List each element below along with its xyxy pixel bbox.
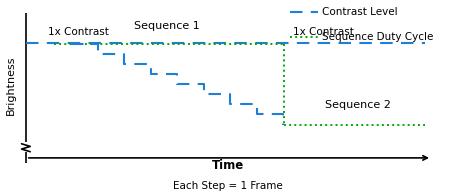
Text: Sequence 1: Sequence 1	[134, 21, 200, 31]
Text: 1x Contrast: 1x Contrast	[293, 27, 354, 36]
Text: Brightness: Brightness	[6, 56, 17, 115]
Text: 1x Contrast: 1x Contrast	[48, 27, 108, 36]
Text: Each Step = 1 Frame: Each Step = 1 Frame	[173, 181, 283, 191]
Text: Time: Time	[212, 159, 244, 172]
Text: Contrast Level: Contrast Level	[323, 7, 398, 17]
Text: Sequence 2: Sequence 2	[325, 100, 391, 110]
Text: Sequence Duty Cycle: Sequence Duty Cycle	[323, 32, 434, 42]
